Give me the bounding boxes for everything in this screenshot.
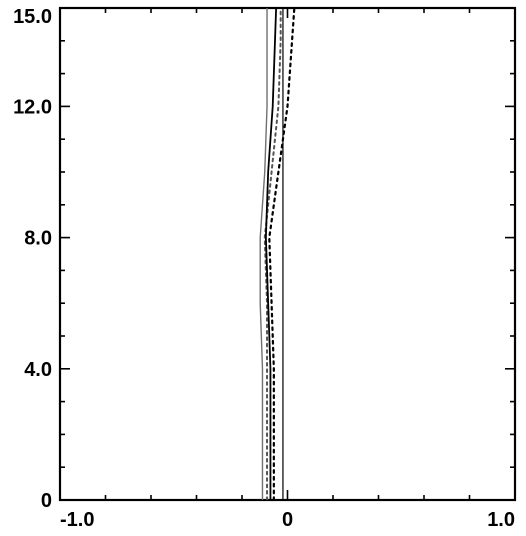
x-tick-label: 0 <box>282 509 293 531</box>
y-tick-label: 15.0 <box>13 6 52 28</box>
y-tick-label: 8.0 <box>24 228 52 250</box>
x-tick-label: 1.0 <box>487 509 515 531</box>
y-tick-label: 4.0 <box>24 359 52 381</box>
x-tick-label: -1.0 <box>60 509 94 531</box>
series-group <box>260 8 294 500</box>
plot-border <box>60 8 515 500</box>
y-tick-label: 12.0 <box>13 96 52 118</box>
chart-svg: -1.0 0 1.0 0 4.0 8.0 12.0 15.0 <box>0 0 526 536</box>
y-tick-label: 0 <box>41 490 52 512</box>
line-chart: -1.0 0 1.0 0 4.0 8.0 12.0 15.0 <box>0 0 526 536</box>
